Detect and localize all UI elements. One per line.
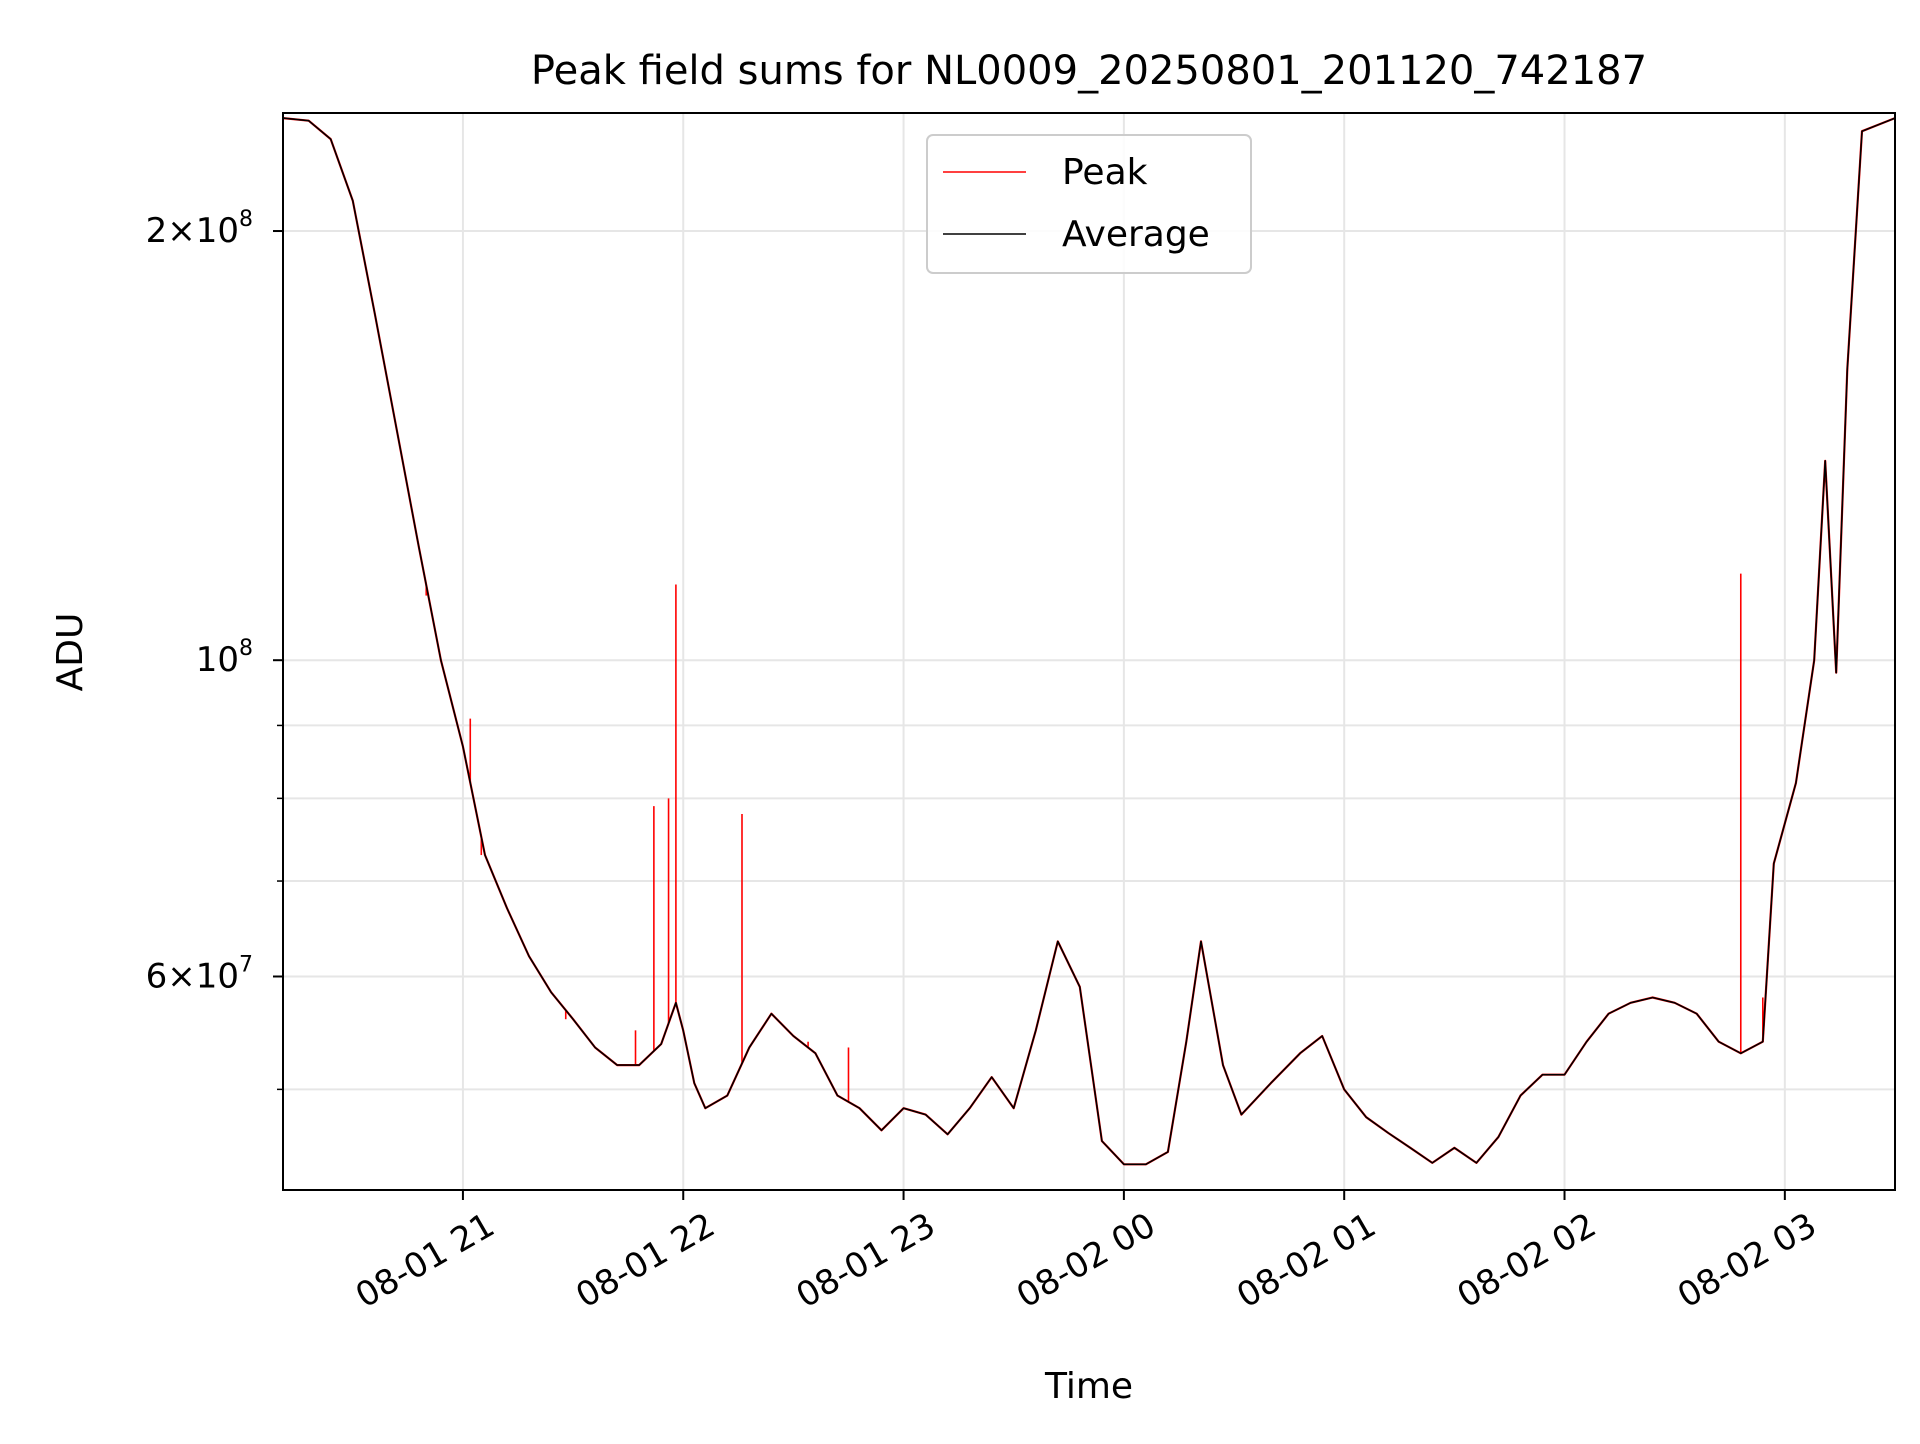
y-tick-label: 2×108 [146, 207, 253, 251]
average-series-line [283, 117, 1895, 1166]
chart-title: Peak field sums for NL0009_20250801_2011… [531, 48, 1647, 94]
plot-frame [282, 112, 1896, 1191]
x-tick-label: 08-02 02 [1451, 1205, 1603, 1316]
legend-peak-label: Peak [1062, 152, 1148, 193]
x-tick-label: 08-02 00 [1010, 1205, 1162, 1316]
y-axis-label: ADU [50, 613, 91, 692]
legend-average-label: Average [1062, 214, 1210, 255]
legend-box [926, 134, 1252, 274]
x-tick-label: 08-01 21 [349, 1205, 501, 1316]
y-tick-label: 6×107 [146, 952, 253, 996]
x-tick-label: 08-02 03 [1671, 1205, 1823, 1316]
series-layer [283, 117, 1895, 1166]
x-tick-label: 08-02 01 [1230, 1205, 1382, 1316]
grid [283, 113, 1895, 1190]
x-tick-label: 08-01 22 [569, 1205, 721, 1316]
x-tick-label: 08-01 23 [790, 1205, 942, 1316]
ticks: 08-01 21 08-01 22 08-01 23 08-02 00 08-02 01… [146, 207, 1824, 1316]
peak-series-line [283, 117, 1895, 1166]
x-axis-label: Time [1044, 1366, 1133, 1407]
y-tick-label: 108 [196, 636, 253, 680]
legend: Peak Average [926, 134, 1252, 274]
